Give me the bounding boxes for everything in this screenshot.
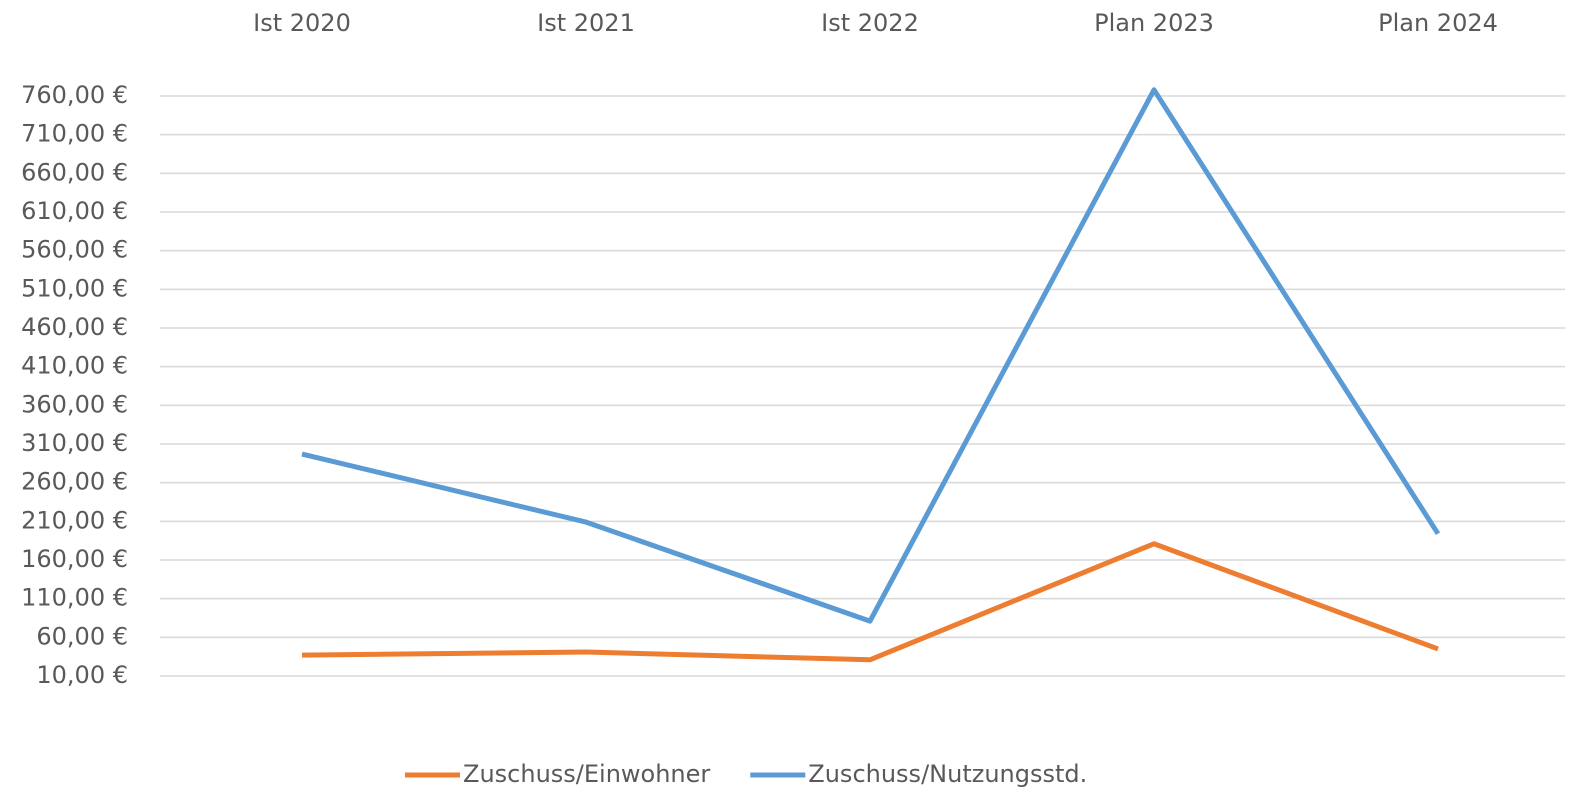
y-tick-label: 360,00 € (21, 390, 128, 418)
y-tick-label: 210,00 € (21, 506, 128, 534)
y-tick-label: 410,00 € (21, 352, 128, 380)
y-tick-label: 610,00 € (21, 197, 128, 225)
x-tick-label: Ist 2020 (253, 9, 351, 37)
y-tick-label: 60,00 € (36, 622, 128, 650)
x-tick-label: Plan 2023 (1094, 9, 1214, 37)
y-tick-label: 510,00 € (21, 274, 128, 302)
y-tick-label: 760,00 € (21, 81, 128, 109)
series-line (301, 541, 1439, 663)
y-tick-label: 310,00 € (21, 429, 128, 457)
legend-label: Zuschuss/Einwohner (463, 760, 710, 788)
x-tick-label: Ist 2021 (537, 9, 635, 37)
y-tick-label: 560,00 € (21, 236, 128, 264)
y-tick-label: 460,00 € (21, 313, 128, 341)
y-tick-label: 160,00 € (21, 545, 128, 573)
series-line (301, 87, 1441, 624)
y-tick-label: 10,00 € (36, 661, 128, 689)
y-tick-label: 110,00 € (21, 584, 128, 612)
y-tick-label: 710,00 € (21, 120, 128, 148)
legend-label: Zuschuss/Nutzungsstd. (808, 760, 1087, 788)
y-tick-label: 260,00 € (21, 468, 128, 496)
y-tick-label: 660,00 € (21, 158, 128, 186)
x-tick-label: Ist 2022 (821, 9, 919, 37)
x-tick-label: Plan 2024 (1378, 9, 1498, 37)
